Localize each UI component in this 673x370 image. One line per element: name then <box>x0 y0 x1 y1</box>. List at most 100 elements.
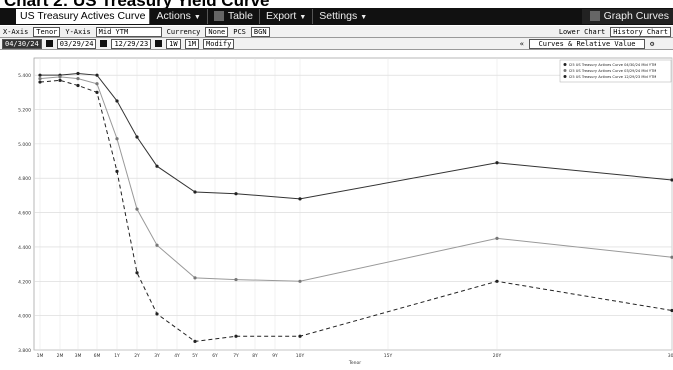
table-icon <box>213 11 224 22</box>
y-tick-label: 4.600 <box>18 211 31 217</box>
x-tick-label: 3M <box>75 353 82 359</box>
series-1-point <box>38 73 42 77</box>
legend-marker <box>563 69 567 72</box>
table-button[interactable]: Table <box>206 9 259 24</box>
graph-icon <box>589 11 600 22</box>
series-3-point <box>670 308 673 313</box>
currency-label: Currency <box>166 27 201 36</box>
y-axis-select[interactable]: Mid YTM <box>95 26 162 37</box>
date-3-field[interactable]: 12/29/23 <box>111 38 152 49</box>
settings-gear-icon[interactable]: ⚙ <box>650 39 655 48</box>
series-1-point <box>298 197 302 201</box>
series-line-2 <box>39 76 673 282</box>
series-1-point <box>234 192 238 196</box>
curve-title[interactable]: US Treasury Actives Curve <box>16 9 150 24</box>
chart-toggle-group: Lower Chart History Chart <box>556 26 673 37</box>
export-menu-button[interactable]: Export ▼ <box>258 9 312 24</box>
x-tick-label: 30Y <box>668 353 673 359</box>
yield-curve-chart: 3.800 4.000 4.200 4.400 4.600 4.800 5.000 5.200… <box>18 57 673 366</box>
lower-chart-toggle[interactable]: Lower Chart <box>558 27 606 36</box>
x-tick-label: 6M <box>94 353 101 359</box>
x-tick-label: 8Y <box>252 353 258 359</box>
y-tick-label: 4.000 <box>18 314 31 320</box>
x-axis-label: X-Axis <box>3 27 29 36</box>
top-toolbar: US Treasury Actives Curve Actions ▼ Table… <box>0 8 673 25</box>
y-tick-label: 5.200 <box>18 108 31 114</box>
legend-marker <box>563 63 567 66</box>
chart-caption: Chart 2: US Treasury Yield Curve <box>4 0 270 10</box>
chevron-down-icon: ▼ <box>299 14 307 21</box>
x-axis-ticks: 1M 2M 3M 6M 1Y 2Y 3Y 4Y 5Y 6Y 7Y 8Y 9Y 10Y 15Y 20Y 30Y Te… <box>37 353 673 366</box>
series-2-point <box>234 277 238 282</box>
graph-curves-button[interactable]: Graph Curves <box>581 9 673 24</box>
series-line-1 <box>40 72 673 200</box>
color-swatch-icon[interactable] <box>100 40 108 47</box>
series-3-point <box>95 90 99 94</box>
modify-button[interactable]: Modify <box>203 38 235 49</box>
series-3-point <box>193 339 197 344</box>
chart-area: 3.800 4.000 4.200 4.400 4.600 4.800 5.000 5.200… <box>0 50 673 366</box>
date-1-field[interactable]: 04/30/24 <box>2 38 42 49</box>
chevron-down-icon: ▼ <box>360 14 368 21</box>
y-axis-label: Y-Axis <box>65 27 91 36</box>
series-2-point <box>495 236 499 240</box>
series-1-point <box>495 161 499 165</box>
series-1-point <box>95 73 99 77</box>
date-2-field[interactable]: 03/29/24 <box>56 38 97 49</box>
series-1-point <box>115 99 119 103</box>
settings-menu-button[interactable]: Settings ▼ <box>312 9 373 24</box>
x-tick-label: 5Y <box>192 353 198 359</box>
x-tick-label: 1Y <box>114 353 120 359</box>
series-3-point <box>155 312 159 316</box>
pcs-field[interactable]: BGN <box>250 26 270 37</box>
actions-menu-button[interactable]: Actions ▼ <box>149 9 206 24</box>
date-bar: 04/30/24 03/29/24 12/29/23 1W 1M Modify … <box>0 38 673 50</box>
x-tick-label: 7Y <box>233 353 239 359</box>
series-2-point <box>76 77 80 81</box>
x-tick-label: 6Y <box>212 353 218 359</box>
collapse-button[interactable]: « <box>519 39 524 48</box>
series-3-point <box>234 334 238 338</box>
legend-entry: I25 US Treasury Actives Curve 04/30/24 M… <box>569 63 656 67</box>
x-tick-label: 20Y <box>493 353 502 359</box>
graph-curves-label: Graph Curves <box>603 10 669 22</box>
chart-grid <box>33 57 673 351</box>
history-chart-toggle[interactable]: History Chart <box>610 26 671 37</box>
series-1-point <box>155 164 159 168</box>
1m-button[interactable]: 1M <box>184 38 200 49</box>
series-1-point <box>670 178 673 182</box>
y-tick-label: 3.800 <box>18 348 31 354</box>
color-swatch-icon[interactable] <box>45 40 53 47</box>
series-3-point <box>58 78 62 82</box>
x-tick-label: 2Y <box>134 353 140 359</box>
x-tick-label: 10Y <box>296 353 305 359</box>
1w-button[interactable]: 1W <box>166 38 181 49</box>
legend-entry: I25 US Treasury Actives Curve 12/29/23 M… <box>569 75 656 79</box>
y-tick-label: 4.200 <box>18 279 31 285</box>
series-3-point <box>135 271 139 275</box>
actions-label: Actions <box>156 10 191 22</box>
curves-relative-value-tab[interactable]: Curves & Relative Value <box>529 38 645 49</box>
x-axis-title: Tenor <box>348 360 361 365</box>
currency-select[interactable]: None <box>205 26 229 37</box>
series-2-point <box>95 82 99 86</box>
series-1-point <box>135 135 139 139</box>
color-swatch-icon[interactable] <box>155 40 163 47</box>
chevron-down-icon: ▼ <box>193 14 201 21</box>
y-tick-label: 4.800 <box>18 176 31 182</box>
chart-legend: I25 US Treasury Actives Curve 04/30/24 M… <box>559 59 672 83</box>
x-tick-label: 9Y <box>272 353 278 359</box>
series-1-point <box>193 190 197 194</box>
table-label: Table <box>227 10 253 22</box>
series-2-point <box>193 276 197 280</box>
series-2-point <box>135 207 139 211</box>
series-2-point <box>58 75 62 79</box>
series-3-point <box>38 80 42 84</box>
series-lines <box>38 71 673 344</box>
y-tick-label: 5.400 <box>18 73 31 79</box>
pcs-label: PCS <box>233 27 246 36</box>
x-axis-select[interactable]: Tenor <box>33 26 61 37</box>
x-tick-label: 15Y <box>384 353 393 359</box>
legend-entry: I25 US Treasury Actives Curve 03/29/24 M… <box>569 69 656 73</box>
plot-frame <box>33 57 673 351</box>
